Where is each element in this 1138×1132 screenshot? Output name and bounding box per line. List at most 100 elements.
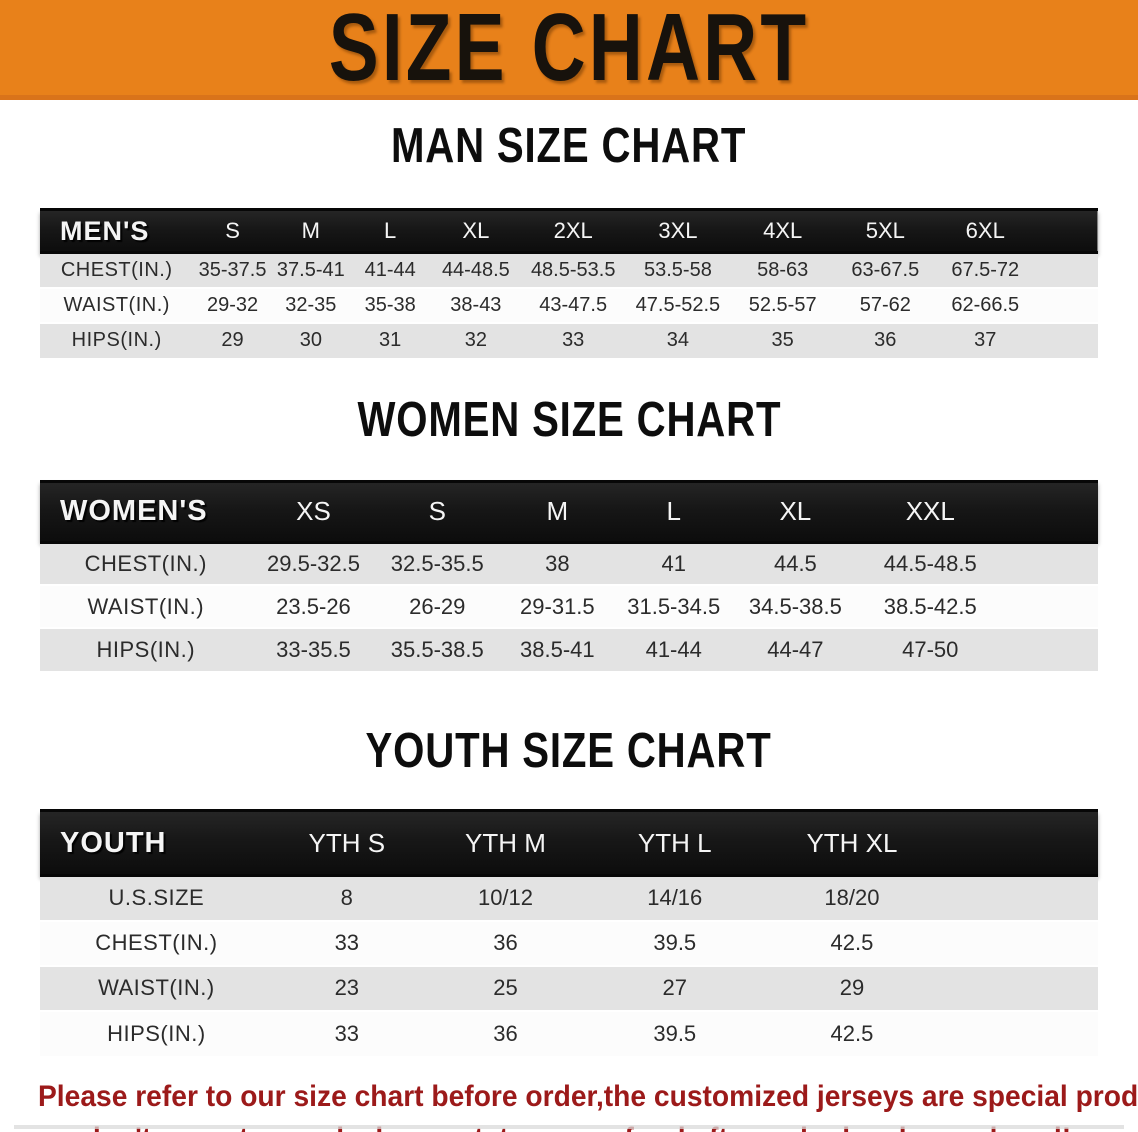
table-row: U.S.SIZE 8 10/12 14/16 18/20 xyxy=(40,874,1098,921)
cell-filler xyxy=(1034,251,1098,288)
size-cell: 47.5-52.5 xyxy=(625,286,731,323)
youth-table-label: YOUTH xyxy=(40,809,273,877)
size-cell: 41-44 xyxy=(615,627,732,671)
page-title: SIZE CHART xyxy=(328,0,810,101)
size-cell: 57-62 xyxy=(834,286,937,323)
mens-col-header: M xyxy=(271,208,350,254)
cell-filler xyxy=(944,1009,1098,1056)
youth-col-header: YTH L xyxy=(590,809,760,877)
cell-filler xyxy=(1001,627,1098,671)
youth-section-heading: YOUTH SIZE CHART xyxy=(0,725,1138,789)
bottom-edge-strip xyxy=(14,1125,1124,1129)
size-cell: 42.5 xyxy=(759,919,945,966)
size-cell: 18/20 xyxy=(759,874,945,921)
header-filler xyxy=(944,809,1098,877)
size-cell: 38.5-42.5 xyxy=(858,584,1002,628)
mens-col-header: 4XL xyxy=(730,208,835,254)
size-cell: 42.5 xyxy=(759,1009,945,1056)
size-cell: 29-32 xyxy=(193,286,272,323)
youth-size-table: YOUTH YTH S YTH M YTH L YTH XL U.S.SIZE … xyxy=(40,809,1098,1056)
size-cell: 48.5-53.5 xyxy=(521,251,626,288)
banner: SIZE CHART xyxy=(0,0,1138,100)
size-cell: 29 xyxy=(193,321,272,358)
size-cell: 43-47.5 xyxy=(521,286,626,323)
mens-col-header: 6XL xyxy=(936,208,1035,254)
row-label: WAIST(IN.) xyxy=(40,286,194,323)
size-cell: 53.5-58 xyxy=(625,251,731,288)
row-label: WAIST(IN.) xyxy=(40,964,273,1011)
cell-filler xyxy=(944,919,1098,966)
men-section-title: MAN SIZE CHART xyxy=(391,119,747,173)
row-label: WAIST(IN.) xyxy=(40,584,252,628)
womens-col-header: XS xyxy=(251,479,376,544)
size-cell: 29.5-32.5 xyxy=(251,541,376,585)
womens-col-header: S xyxy=(375,479,500,544)
size-cell: 44-48.5 xyxy=(430,251,522,288)
womens-col-header: M xyxy=(499,479,616,544)
size-cell: 34 xyxy=(625,321,731,358)
disclaimer: Please refer to our size chart before or… xyxy=(0,1076,1138,1132)
size-cell: 52.5-57 xyxy=(730,286,835,323)
size-cell: 63-67.5 xyxy=(834,251,937,288)
size-cell: 32.5-35.5 xyxy=(375,541,500,585)
size-cell: 23 xyxy=(272,964,421,1011)
size-cell: 36 xyxy=(420,919,591,966)
row-label: HIPS(IN.) xyxy=(40,321,194,358)
size-cell: 62-66.5 xyxy=(936,286,1035,323)
size-cell: 32 xyxy=(430,321,522,358)
size-cell: 33 xyxy=(272,919,421,966)
size-cell: 47-50 xyxy=(858,627,1002,671)
cell-filler xyxy=(1001,541,1098,585)
womens-col-header: L xyxy=(615,479,732,544)
size-cell: 41-44 xyxy=(349,251,431,288)
size-cell: 37.5-41 xyxy=(271,251,350,288)
mens-col-header: S xyxy=(193,208,272,254)
table-row: WAIST(IN.) 29-32 32-35 35-38 38-43 43-47… xyxy=(40,286,1098,323)
cell-filler xyxy=(944,874,1098,921)
size-cell: 34.5-38.5 xyxy=(731,584,859,628)
table-row: CHEST(IN.) 35-37.5 37.5-41 41-44 44-48.5… xyxy=(40,251,1098,288)
size-cell: 8 xyxy=(272,874,421,921)
table-row: WAIST(IN.) 23.5-26 26-29 29-31.5 31.5-34… xyxy=(40,584,1098,628)
size-cell: 35-37.5 xyxy=(193,251,272,288)
size-cell: 38-43 xyxy=(430,286,522,323)
size-cell: 27 xyxy=(590,964,760,1011)
womens-table-label: WOMEN'S xyxy=(40,479,252,544)
womens-header-row: WOMEN'S XS S M L XL XXL xyxy=(40,479,1098,544)
row-label: CHEST(IN.) xyxy=(40,541,252,585)
size-cell: 29 xyxy=(759,964,945,1011)
mens-header-row: MEN'S S M L XL 2XL 3XL 4XL 5XL 6XL xyxy=(40,208,1098,254)
cell-filler xyxy=(1034,286,1098,323)
size-cell: 38.5-41 xyxy=(499,627,616,671)
womens-size-table: WOMEN'S XS S M L XL XXL CHEST(IN.) 29.5-… xyxy=(40,479,1098,671)
youth-header-row: YOUTH YTH S YTH M YTH L YTH XL xyxy=(40,809,1098,877)
size-cell: 41 xyxy=(615,541,732,585)
size-cell: 39.5 xyxy=(590,919,760,966)
mens-col-header: 5XL xyxy=(834,208,937,254)
women-section-title: WOMEN SIZE CHART xyxy=(357,392,781,447)
size-cell: 23.5-26 xyxy=(251,584,376,628)
table-row: HIPS(IN.) 29 30 31 32 33 34 35 36 37 xyxy=(40,321,1098,358)
size-cell: 36 xyxy=(834,321,937,358)
table-row: HIPS(IN.) 33 36 39.5 42.5 xyxy=(40,1009,1098,1056)
table-row: WAIST(IN.) 23 25 27 29 xyxy=(40,964,1098,1011)
row-label: HIPS(IN.) xyxy=(40,627,252,671)
womens-col-header: XL xyxy=(731,479,859,544)
table-row: CHEST(IN.) 29.5-32.5 32.5-35.5 38 41 44.… xyxy=(40,541,1098,585)
mens-table-label: MEN'S xyxy=(40,208,194,254)
row-label: HIPS(IN.) xyxy=(40,1009,273,1056)
mens-col-header: 3XL xyxy=(625,208,731,254)
row-label: CHEST(IN.) xyxy=(40,919,273,966)
size-cell: 44-47 xyxy=(731,627,859,671)
size-cell: 38 xyxy=(499,541,616,585)
size-cell: 39.5 xyxy=(590,1009,760,1056)
youth-col-header: YTH M xyxy=(420,809,591,877)
size-cell: 26-29 xyxy=(375,584,500,628)
size-cell: 25 xyxy=(420,964,591,1011)
row-label: CHEST(IN.) xyxy=(40,251,194,288)
size-cell: 32-35 xyxy=(271,286,350,323)
size-cell: 36 xyxy=(420,1009,591,1056)
youth-col-header: YTH S xyxy=(272,809,421,877)
mens-col-header: 2XL xyxy=(521,208,626,254)
mens-size-table: MEN'S S M L XL 2XL 3XL 4XL 5XL 6XL CHEST… xyxy=(40,208,1098,358)
